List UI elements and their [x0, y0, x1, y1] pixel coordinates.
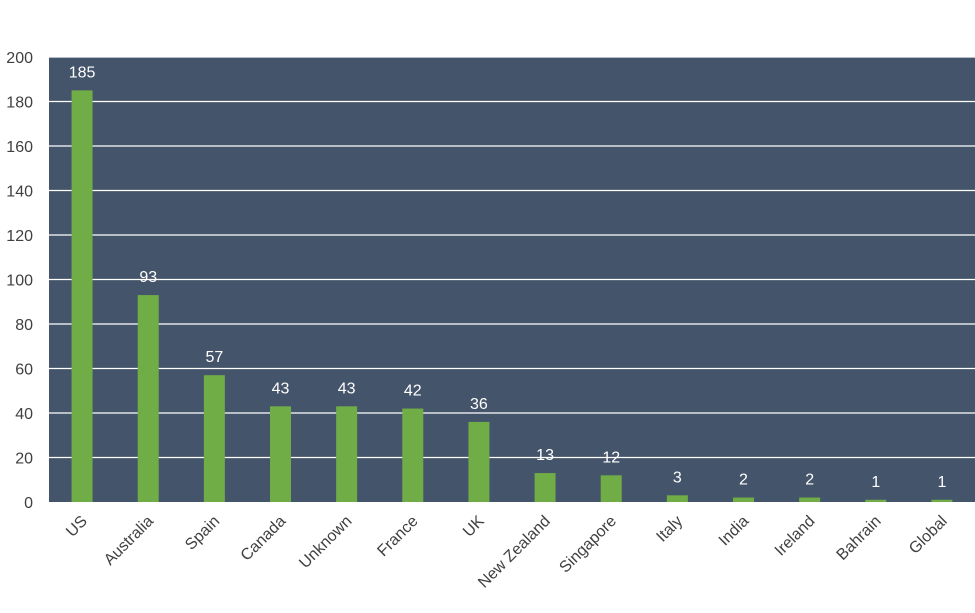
data-label: 2	[805, 472, 814, 489]
data-label: 13	[536, 447, 554, 464]
data-label: 57	[205, 349, 223, 366]
bar	[931, 499, 953, 502]
bar	[666, 495, 688, 502]
bars	[71, 90, 953, 502]
y-axis-ticks: 0 20 40 60 80 100 120 140 160 180 200	[6, 50, 33, 512]
data-label: 93	[139, 269, 157, 286]
x-category-label: Canada	[238, 513, 290, 565]
y-tick-label: 120	[6, 228, 33, 245]
data-label: 2	[739, 472, 748, 489]
y-tick-label: 180	[6, 95, 33, 112]
bar	[468, 421, 490, 502]
data-label: 3	[673, 469, 682, 486]
data-label: 36	[470, 396, 488, 413]
y-tick-label: 140	[6, 184, 33, 201]
bar	[270, 406, 291, 502]
bar	[137, 295, 159, 502]
y-tick-label: 0	[24, 495, 33, 512]
bar	[865, 499, 887, 502]
x-category-label: Ireland	[772, 513, 819, 560]
gridlines	[49, 56, 975, 459]
data-label: 1	[937, 474, 946, 491]
y-tick-label: 200	[6, 50, 33, 67]
x-category-label: India	[716, 513, 753, 550]
data-label: 12	[602, 449, 620, 466]
y-tick-label: 20	[15, 451, 33, 468]
bar	[71, 90, 93, 502]
y-tick-label: 40	[15, 406, 33, 423]
y-tick-label: 100	[6, 273, 33, 290]
x-category-label: Unknown	[296, 513, 355, 572]
y-tick-label: 80	[15, 317, 33, 334]
bar	[336, 406, 358, 502]
data-label: 43	[272, 380, 290, 397]
data-labels: 185 93 57 43 43 42 36 13 12 3 2 2 1 1	[69, 64, 947, 490]
bar	[402, 408, 424, 502]
x-category-label: Australia	[101, 513, 157, 569]
x-category-label: US	[63, 513, 91, 541]
data-label: 185	[69, 64, 96, 81]
x-category-label: Global	[906, 513, 951, 558]
x-category-label: Bahrain	[834, 513, 885, 564]
x-category-label: Spain	[182, 513, 223, 554]
data-label: 43	[338, 380, 356, 397]
x-category-label: UK	[460, 513, 488, 541]
bar	[534, 473, 556, 502]
x-axis-categories: US Australia Spain Canada Unknown France UKNew…	[63, 513, 951, 592]
y-tick-label: 160	[6, 139, 33, 156]
bar	[203, 375, 225, 502]
bar	[600, 475, 622, 502]
data-label: 1	[871, 474, 880, 491]
y-tick-label: 60	[15, 362, 33, 379]
x-category-label: France	[374, 513, 421, 560]
x-category-label: Singapore	[556, 513, 620, 577]
bar	[799, 497, 821, 502]
bar	[733, 497, 754, 502]
data-label: 42	[404, 383, 422, 400]
x-category-label: Italy	[653, 513, 686, 546]
